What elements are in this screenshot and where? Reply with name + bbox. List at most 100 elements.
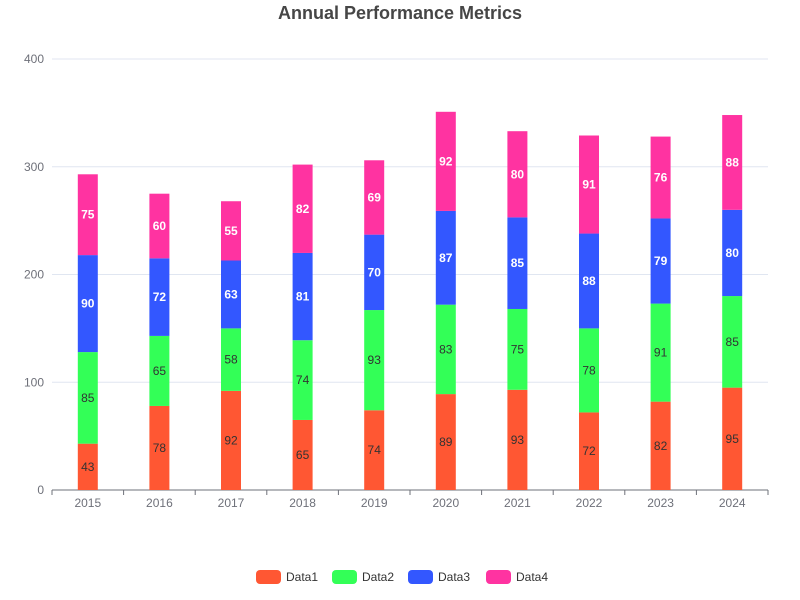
bar-segment-data1-2017 [221,390,241,490]
bar-segment-data2-2024 [722,296,743,388]
data-label: 72 [153,290,167,304]
bar-segment-data2-2015 [77,352,98,444]
data-label: 83 [439,342,453,356]
bar-segment-data3-2022 [579,233,599,329]
data-label: 91 [654,346,668,360]
bar-segment-data2-2022 [579,328,599,413]
bar-segment-data4-2019 [364,160,385,235]
legend-swatch [408,570,433,584]
legend-swatch [332,570,357,584]
legend-swatch [486,570,511,584]
data-label: 80 [726,246,740,260]
bar-segment-data3-2021 [507,217,528,309]
x-tick-label: 2019 [361,496,388,510]
bar-segment-data3-2016 [149,258,170,336]
legend-label: Data4 [516,570,548,584]
data-label: 91 [582,178,596,192]
data-label: 78 [582,363,596,377]
legend-swatch [256,570,281,584]
x-tick-label: 2015 [74,496,101,510]
data-label: 75 [81,208,95,222]
legend-item-data3[interactable]: Data3 [408,570,470,584]
bar-segment-data3-2015 [77,255,98,353]
data-label: 75 [511,342,525,356]
x-tick-label: 2017 [218,496,245,510]
bar-segment-data4-2024 [722,115,743,210]
bar-segment-data4-2017 [221,201,241,261]
data-label: 80 [511,167,525,181]
bar-segment-data3-2023 [650,218,671,304]
bar-segment-data2-2016 [149,335,170,406]
y-tick-label: 100 [24,375,44,389]
bar-segment-data2-2017 [221,328,241,391]
legend-item-data2[interactable]: Data2 [332,570,394,584]
data-label: 93 [511,433,525,447]
data-label: 88 [726,155,740,169]
legend-item-data4[interactable]: Data4 [486,570,548,584]
bar-segment-data4-2015 [77,174,98,256]
data-label: 85 [81,391,95,405]
bars-layer [77,111,743,490]
bar-segment-data4-2020 [435,111,456,211]
bar-segment-data3-2019 [364,234,385,311]
data-label: 90 [81,297,95,311]
data-label: 82 [654,439,668,453]
data-label: 92 [439,154,453,168]
bar-segment-data1-2023 [650,401,671,490]
x-tick-label: 2021 [504,496,531,510]
axis-layer: 0 100 200 300 400 2015 2016 2017 2018 2019 2020 202… [24,52,769,510]
chart-title: Annual Performance Metrics [278,3,522,23]
bar-segment-data2-2021 [507,308,528,390]
data-label: 65 [296,448,310,462]
data-label: 78 [153,441,167,455]
x-tick-label: 2020 [432,496,459,510]
legend-label: Data3 [438,570,470,584]
bar-segment-data3-2024 [722,209,743,297]
bar-segment-data1-2018 [292,419,313,490]
legend-label: Data1 [286,570,318,584]
y-tick-label: 0 [37,483,44,497]
data-label: 95 [726,432,740,446]
data-label: 92 [224,433,238,447]
data-label: 76 [654,171,668,185]
bar-segment-data2-2018 [292,340,313,420]
bar-segment-data1-2024 [722,387,743,490]
bar-segment-data3-2018 [292,252,313,341]
data-label: 82 [296,202,310,216]
y-tick-label: 400 [24,52,44,66]
bar-segment-data2-2020 [435,304,456,395]
x-tick-label: 2018 [289,496,316,510]
data-label: 63 [224,287,238,301]
data-label: 93 [368,353,382,367]
data-label: 81 [296,290,310,304]
bar-segment-data4-2023 [650,136,671,219]
data-label: 85 [511,256,525,270]
x-tick-label: 2022 [576,496,603,510]
data-label: 88 [582,274,596,288]
data-label: 72 [582,444,596,458]
data-label: 69 [368,190,382,204]
data-label: 60 [153,219,167,233]
legend-item-data1[interactable]: Data1 [256,570,318,584]
legend: Data1 Data2 Data3 Data4 [256,570,548,584]
legend-label: Data2 [362,570,394,584]
bar-segment-data1-2015 [77,443,98,490]
bar-segment-data1-2020 [435,394,456,490]
bar-segment-data1-2021 [507,389,528,490]
bar-segment-data1-2016 [149,405,170,490]
x-tick-label: 2024 [719,496,746,510]
data-label: 87 [439,251,453,265]
bar-segment-data4-2018 [292,164,313,253]
data-label: 55 [224,224,238,238]
data-label: 79 [654,254,668,268]
data-label: 74 [296,373,310,387]
bar-segment-data1-2022 [579,412,599,490]
x-tick-label: 2016 [146,496,173,510]
data-label: 70 [368,265,382,279]
bar-segment-data4-2021 [507,131,528,218]
data-labels-layer: 43 85 90 75 78 65 72 60 92 58 63 55 65 74 81 82 74 93 70 69… [81,154,739,473]
data-label: 85 [726,335,740,349]
bar-segment-data4-2016 [149,193,170,259]
